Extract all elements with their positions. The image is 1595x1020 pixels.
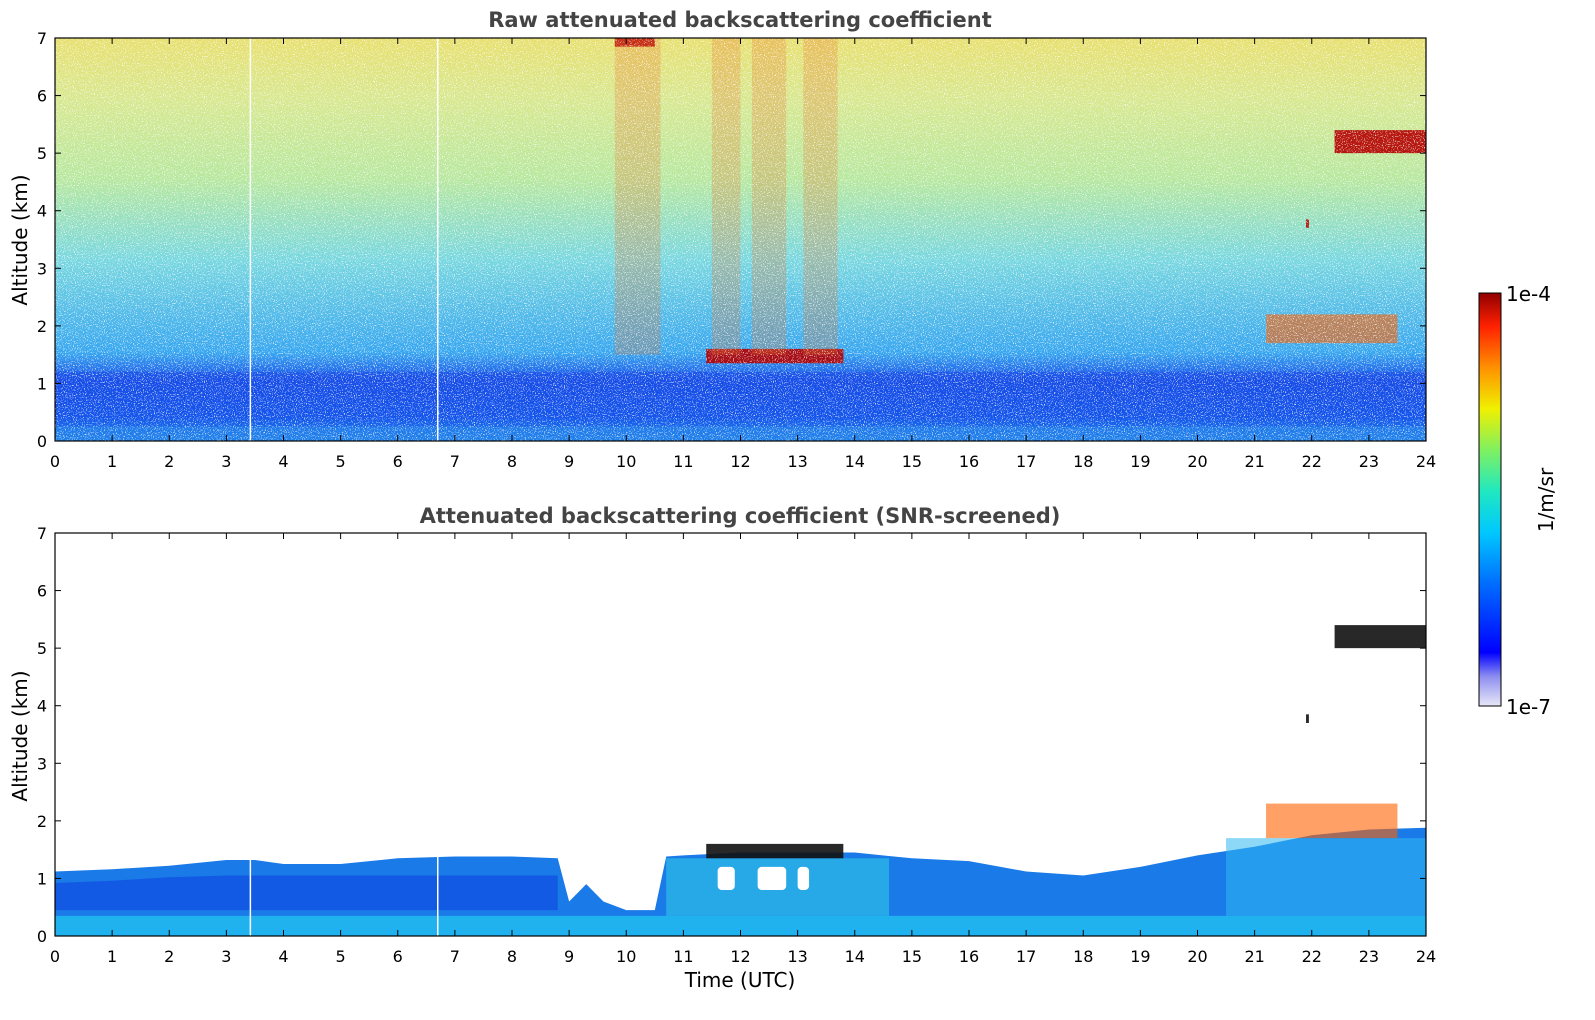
x-tick-label: 21 <box>1244 452 1264 471</box>
raw-y-ticks: 0 1 2 3 4 5 6 7 <box>37 29 1426 451</box>
raw-data-gaps <box>249 38 439 441</box>
x-tick-label: 13 <box>787 452 807 471</box>
x-tick-label: 20 <box>1187 452 1207 471</box>
x-tick-label: 20 <box>1187 947 1207 966</box>
x-tick-label: 19 <box>1130 947 1150 966</box>
y-tick-label: 5 <box>37 639 47 658</box>
y-tick-label: 1 <box>37 374 47 393</box>
x-tick-label: 5 <box>336 947 346 966</box>
panel-raw: Raw attenuated backscattering coefficien… <box>8 8 1436 471</box>
x-tick-label: 4 <box>278 947 288 966</box>
x-tick-label: 18 <box>1073 947 1093 966</box>
colorbar-min-label: 1e-7 <box>1506 695 1551 719</box>
panel-raw-ylabel: Altitude (km) <box>8 174 32 305</box>
feature-cloud <box>706 843 844 859</box>
x-tick-label: 22 <box>1302 947 1322 966</box>
x-tick-label: 6 <box>393 947 403 966</box>
x-tick-label: 18 <box>1073 452 1093 471</box>
x-tick-label: 0 <box>50 452 60 471</box>
x-tick-label: 23 <box>1359 452 1379 471</box>
x-tick-label: 17 <box>1016 947 1036 966</box>
y-tick-label: 5 <box>37 144 47 163</box>
screened-data-gaps <box>249 855 439 936</box>
x-tick-label: 16 <box>959 452 979 471</box>
panel-screened-xlabel: Time (UTC) <box>684 968 796 992</box>
x-tick-label: 15 <box>902 947 922 966</box>
x-tick-label: 23 <box>1359 947 1379 966</box>
x-tick-label: 22 <box>1302 452 1322 471</box>
x-tick-label: 9 <box>564 947 574 966</box>
screened-x-ticks: 0 1 2 3 4 5 6 7 8 9 10 11 12 13 14 15 16 17 18 19 20 21 22 23 24 <box>50 533 1436 966</box>
x-tick-label: 4 <box>278 452 288 471</box>
colorbar-gradient <box>1478 292 1502 707</box>
x-tick-label: 24 <box>1416 947 1436 966</box>
x-tick-label: 10 <box>616 947 636 966</box>
raw-x-ticks: 0 1 2 3 4 5 6 7 8 9 10 11 12 13 14 15 16 17 18 19 20 21 22 23 24 <box>50 38 1436 471</box>
x-tick-label: 0 <box>50 947 60 966</box>
x-tick-label: 14 <box>845 947 865 966</box>
x-tick-label: 2 <box>164 452 174 471</box>
y-tick-label: 7 <box>37 29 47 48</box>
x-tick-label: 7 <box>450 452 460 471</box>
colorbar-max-label: 1e-4 <box>1506 282 1551 306</box>
x-tick-label: 10 <box>616 452 636 471</box>
screened-hole <box>757 866 787 890</box>
y-tick-label: 4 <box>37 697 47 716</box>
x-tick-label: 1 <box>107 452 117 471</box>
y-tick-label: 2 <box>37 317 47 336</box>
y-tick-label: 0 <box>37 927 47 946</box>
y-tick-label: 6 <box>37 87 47 106</box>
x-tick-label: 12 <box>730 947 750 966</box>
x-tick-label: 19 <box>1130 452 1150 471</box>
screened-hole <box>717 866 735 890</box>
feature-cloud <box>1306 714 1309 723</box>
y-tick-label: 2 <box>37 812 47 831</box>
panel-raw-title: Raw attenuated backscattering coefficien… <box>488 8 992 32</box>
x-tick-label: 2 <box>164 947 174 966</box>
feature-cloud <box>1334 625 1426 649</box>
x-tick-label: 7 <box>450 947 460 966</box>
feature-aerosol <box>1266 803 1398 839</box>
y-tick-label: 3 <box>37 754 47 773</box>
screened-hole <box>797 866 810 890</box>
screened-layer-mid-band <box>55 875 558 911</box>
panel-screened-ylabel: Altitude (km) <box>8 670 32 801</box>
x-tick-label: 17 <box>1016 452 1036 471</box>
y-tick-label: 7 <box>37 524 47 543</box>
x-tick-label: 3 <box>221 452 231 471</box>
x-tick-label: 3 <box>221 947 231 966</box>
y-tick-label: 3 <box>37 259 47 278</box>
x-tick-label: 15 <box>902 452 922 471</box>
x-tick-label: 14 <box>845 452 865 471</box>
cyan-region-right <box>1226 838 1426 916</box>
y-tick-label: 6 <box>37 582 47 601</box>
x-tick-label: 11 <box>673 947 693 966</box>
y-tick-label: 1 <box>37 869 47 888</box>
x-tick-label: 21 <box>1244 947 1264 966</box>
x-tick-label: 5 <box>336 452 346 471</box>
x-tick-label: 13 <box>787 947 807 966</box>
x-tick-label: 6 <box>393 452 403 471</box>
screened-y-ticks: 0 1 2 3 4 5 6 7 <box>37 524 1426 946</box>
raw-noise-overlay <box>55 38 1426 441</box>
x-tick-label: 8 <box>507 452 517 471</box>
y-tick-label: 4 <box>37 202 47 221</box>
x-tick-label: 24 <box>1416 452 1436 471</box>
y-tick-label: 0 <box>37 432 47 451</box>
x-tick-label: 11 <box>673 452 693 471</box>
x-tick-label: 12 <box>730 452 750 471</box>
colorbar-unit-label: 1/m/sr <box>1534 467 1558 532</box>
panel-screened: Attenuated backscattering coefficient (S… <box>8 504 1436 992</box>
x-tick-label: 16 <box>959 947 979 966</box>
screened-features <box>666 625 1426 916</box>
x-tick-label: 1 <box>107 947 117 966</box>
x-tick-label: 8 <box>507 947 517 966</box>
panel-screened-title: Attenuated backscattering coefficient (S… <box>420 504 1061 528</box>
x-tick-label: 9 <box>564 452 574 471</box>
colorbar: 1e-4 1e-7 1/m/sr <box>1478 282 1558 719</box>
